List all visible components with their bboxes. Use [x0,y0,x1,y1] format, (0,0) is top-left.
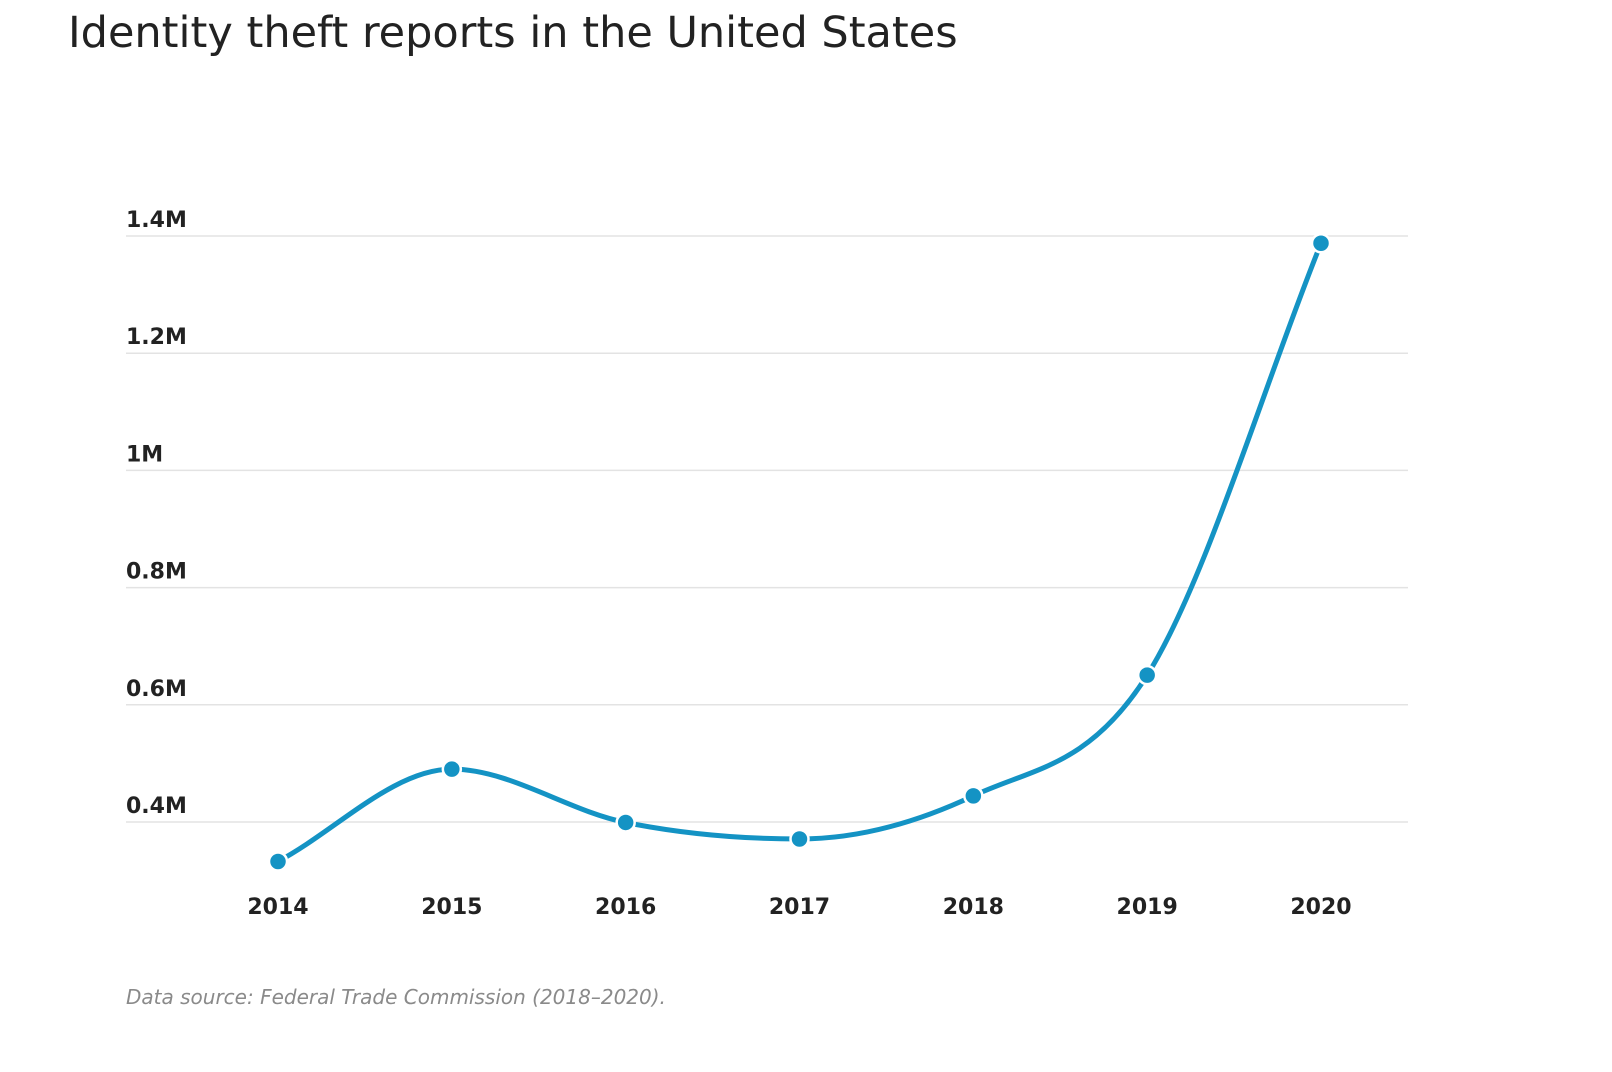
x-tick-label: 2014 [247,895,308,920]
data-point-2016[interactable] [615,812,636,833]
source-note: Data source: Federal Trade Commission (2… [126,985,666,1009]
y-tick-label: 0.8M [126,560,187,585]
y-tick-label: 1M [126,442,163,467]
series [275,240,1324,864]
y-tick-label: 0.6M [126,677,187,702]
x-tick-label: 2020 [1290,895,1351,920]
x-tick-label: 2019 [1117,895,1178,920]
y-tick-label: 1.4M [126,208,187,233]
x-axis-ticks: 2014 2015 2016 2017 2018 2019 2020 [247,895,1351,920]
x-tick-label: 2015 [421,895,482,920]
data-point-2015[interactable] [441,758,463,780]
data-point-2017[interactable] [789,828,810,850]
data-points [267,233,1332,872]
x-tick-label: 2017 [769,895,830,920]
series-line [275,240,1324,864]
data-point-2019[interactable] [1136,664,1158,686]
data-point-2018[interactable] [963,785,984,807]
x-tick-label: 2016 [595,895,656,920]
x-tick-label: 2018 [943,895,1004,920]
y-axis-ticks: 0.4M 0.6M 0.8M 1M 1.2M 1.4M [126,208,187,819]
y-tick-label: 1.2M [126,325,187,350]
data-point-2020[interactable] [1310,233,1332,254]
chart-title: Identity theft reports in the United Sta… [68,8,958,58]
data-point-2014[interactable] [267,851,289,872]
y-tick-label: 0.4M [126,794,187,819]
